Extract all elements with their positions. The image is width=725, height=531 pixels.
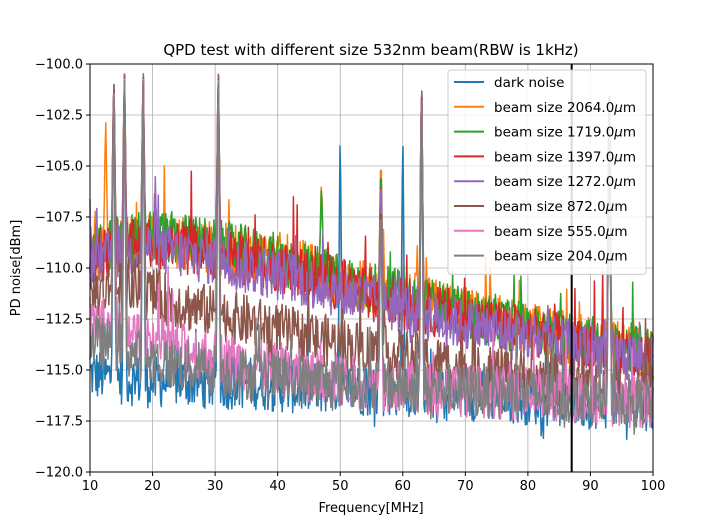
y-axis-label: PD noise[dBm]: [9, 220, 24, 317]
x-tick-label: 20: [144, 479, 161, 494]
legend-label: beam size 2064.0μm: [494, 100, 636, 116]
x-axis-label: Frequency[MHz]: [318, 501, 423, 516]
series-line: [89, 79, 654, 435]
y-tick-label: −115.0: [35, 364, 83, 379]
series-line: [89, 73, 654, 392]
y-axis-ticks: −120.0 −117.5 −115.0 −112.5 −110.0 −107.5 −105…: [35, 58, 90, 481]
legend-box: [447, 69, 647, 275]
y-tick-label: −100.0: [35, 58, 83, 73]
x-axis-ticks: 10 20 30 40 50 60 70 80 90 100: [82, 472, 666, 494]
y-tick-label: −107.5: [35, 211, 83, 226]
series-lines: [89, 73, 654, 440]
x-tick-label: 60: [395, 479, 412, 494]
x-tick-label: 30: [207, 479, 224, 494]
x-tick-label: 70: [457, 479, 474, 494]
legend-label: dark noise: [494, 75, 564, 91]
legend-label: beam size 204.0μm: [494, 249, 627, 265]
y-tick-label: −105.0: [35, 160, 83, 175]
y-tick-label: −120.0: [35, 466, 83, 481]
x-tick-label: 100: [641, 479, 666, 494]
legend-label: beam size 1272.0μm: [494, 174, 636, 190]
y-tick-label: −112.5: [35, 313, 83, 328]
legend-label: beam size 1397.0μm: [494, 149, 636, 165]
x-tick-label: 50: [332, 479, 349, 494]
legend-label: beam size 1719.0μm: [494, 125, 636, 141]
x-tick-label: 80: [520, 479, 537, 494]
y-tick-label: −110.0: [35, 262, 83, 277]
legend-label: beam size 555.0μm: [494, 224, 627, 240]
legend: dark noise beam size 2064.0μm beam size 17…: [447, 69, 647, 275]
y-tick-label: −102.5: [35, 109, 83, 124]
legend-label: beam size 872.0μm: [494, 199, 627, 215]
x-tick-label: 90: [582, 479, 599, 494]
x-tick-label: 40: [269, 479, 286, 494]
series-line: [89, 73, 654, 378]
chart-title: QPD test with different size 532nm beam(…: [163, 41, 578, 59]
y-tick-label: −117.5: [35, 415, 83, 430]
x-tick-label: 10: [82, 479, 99, 494]
